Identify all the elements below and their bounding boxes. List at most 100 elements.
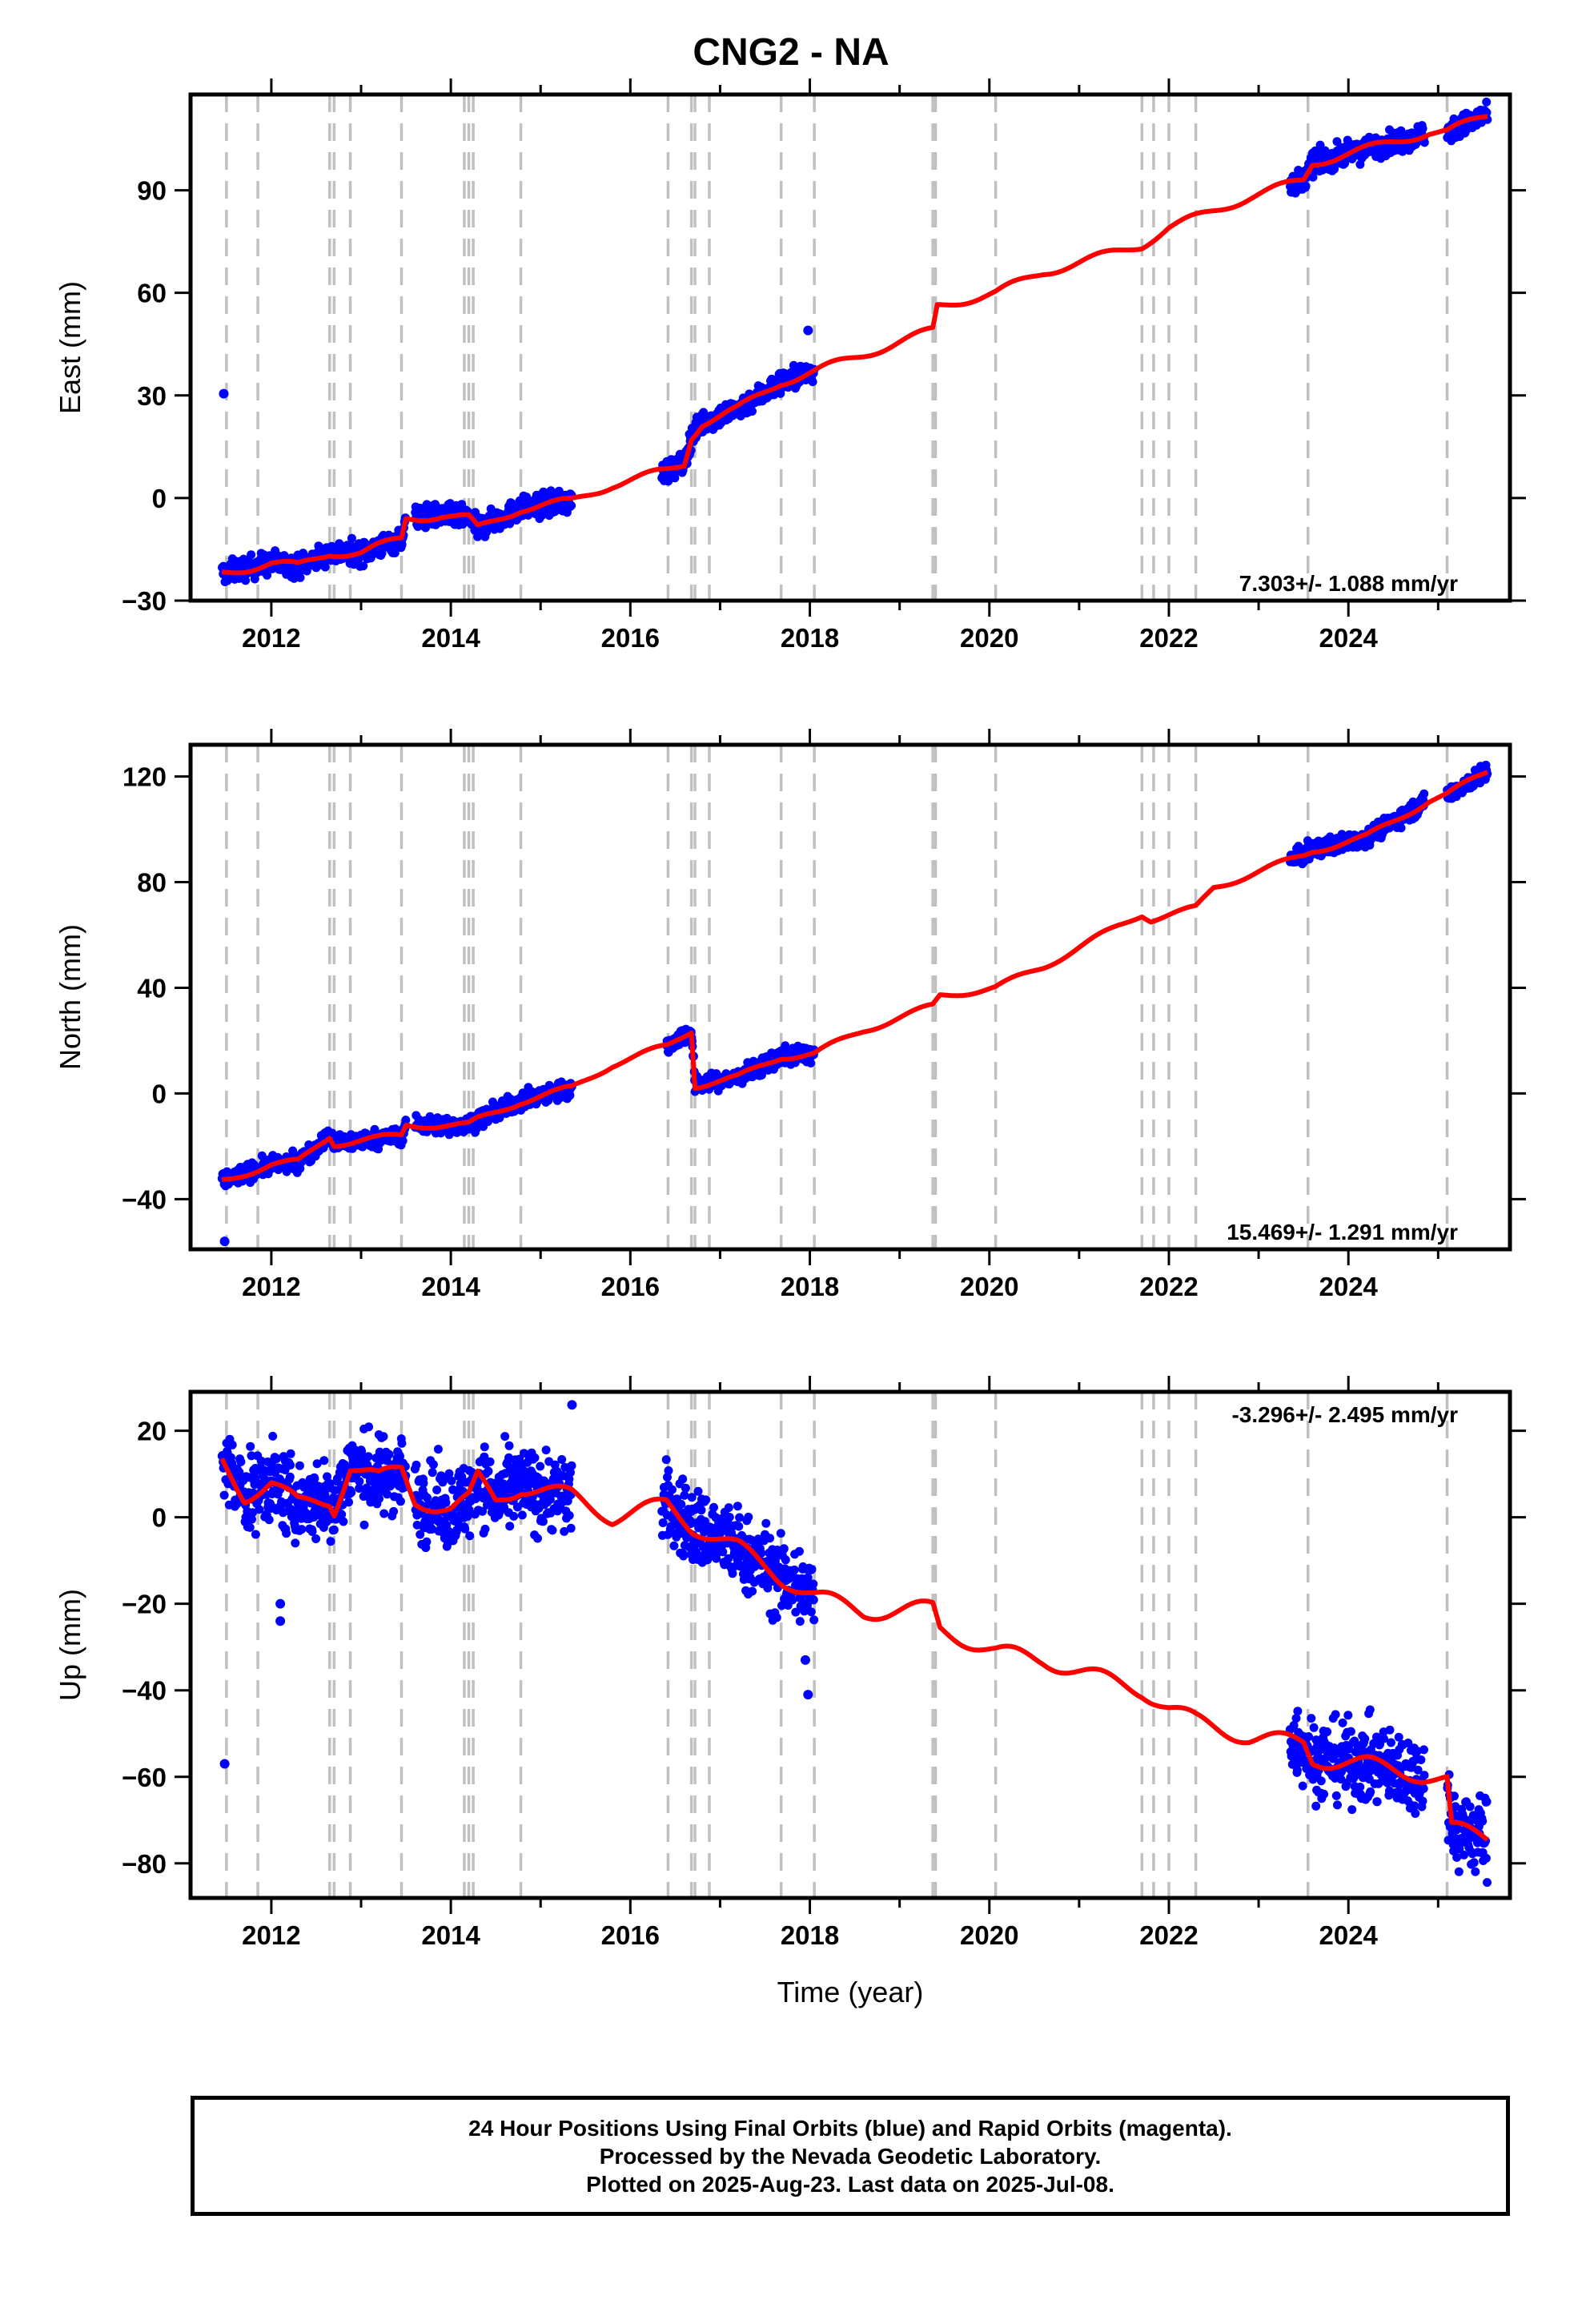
data-point bbox=[681, 1483, 690, 1493]
data-point bbox=[247, 550, 256, 560]
data-point bbox=[285, 1472, 295, 1482]
data-point bbox=[398, 1136, 408, 1145]
y-tick-label: −80 bbox=[122, 1849, 167, 1879]
data-point bbox=[794, 1546, 804, 1556]
data-point bbox=[1311, 1801, 1321, 1811]
data-point bbox=[364, 1422, 374, 1432]
model-line bbox=[219, 1458, 1489, 1842]
x-tick-label: 2018 bbox=[781, 1272, 839, 1301]
data-point bbox=[678, 1474, 688, 1484]
data-point bbox=[1418, 124, 1427, 134]
x-tick-label: 2016 bbox=[601, 1920, 660, 1950]
panel-up: 2012 2014 2016 2018 2020 2022 2024−80−60−40−20… bbox=[54, 1376, 1526, 2008]
data-point bbox=[1372, 1797, 1382, 1807]
data-point bbox=[709, 1502, 718, 1512]
x-tick-label: 2014 bbox=[421, 1272, 480, 1301]
data-point bbox=[1460, 1850, 1468, 1860]
data-point bbox=[504, 1441, 514, 1450]
x-tick-label: 2024 bbox=[1319, 1272, 1378, 1301]
x-tick-label: 2012 bbox=[242, 1920, 300, 1950]
y-tick-label: 20 bbox=[137, 1417, 167, 1446]
data-point bbox=[1331, 1710, 1340, 1719]
data-point bbox=[397, 540, 407, 549]
y-tick-label: 30 bbox=[137, 381, 167, 411]
data-point bbox=[541, 1445, 551, 1455]
data-point bbox=[1416, 1755, 1426, 1764]
model-line bbox=[220, 114, 1489, 576]
data-point bbox=[1471, 1867, 1480, 1876]
data-point bbox=[264, 1515, 274, 1525]
data-point bbox=[779, 1544, 789, 1554]
data-point bbox=[809, 1595, 818, 1605]
data-point bbox=[776, 1529, 785, 1538]
data-point-outlier bbox=[219, 388, 229, 399]
data-point bbox=[1482, 1797, 1492, 1807]
data-point bbox=[1316, 1776, 1326, 1786]
y-tick-label: 90 bbox=[137, 176, 167, 206]
x-tick-label: 2022 bbox=[1139, 623, 1198, 653]
data-point bbox=[1309, 1723, 1319, 1732]
data-point bbox=[329, 1525, 339, 1534]
y-tick-label: −30 bbox=[122, 586, 167, 616]
y-tick-label: 60 bbox=[137, 279, 167, 308]
data-point bbox=[1319, 1789, 1329, 1799]
plot-area bbox=[217, 1392, 1492, 1898]
data-point bbox=[1293, 1707, 1303, 1716]
data-point bbox=[668, 1485, 677, 1494]
data-point bbox=[1331, 1791, 1341, 1800]
data-point-outlier bbox=[800, 1655, 810, 1665]
data-point bbox=[548, 1526, 557, 1535]
data-point bbox=[538, 1517, 548, 1526]
data-point bbox=[564, 1510, 574, 1520]
data-point bbox=[530, 1453, 540, 1462]
data-point bbox=[319, 1456, 329, 1466]
y-tick-label: −40 bbox=[122, 1184, 167, 1214]
data-point bbox=[1419, 138, 1429, 147]
data-point bbox=[347, 533, 356, 543]
data-point bbox=[1301, 181, 1311, 191]
data-point bbox=[670, 473, 680, 483]
x-tick-label: 2020 bbox=[960, 1920, 1018, 1950]
x-tick-label: 2012 bbox=[242, 1272, 300, 1301]
data-point-outlier bbox=[803, 1690, 813, 1700]
data-point bbox=[701, 1495, 711, 1505]
data-point bbox=[1465, 1802, 1475, 1811]
page-title: CNG2 - NA bbox=[693, 31, 889, 74]
plot-frame bbox=[188, 92, 1512, 603]
data-point bbox=[669, 1541, 679, 1550]
data-point bbox=[661, 1455, 671, 1465]
data-point bbox=[236, 1457, 246, 1466]
data-point-outlier bbox=[219, 1236, 230, 1247]
plot-frame bbox=[188, 742, 1512, 1252]
x-tick-label: 2014 bbox=[421, 1920, 480, 1950]
data-point bbox=[809, 1615, 819, 1625]
data-point bbox=[433, 1445, 443, 1454]
data-point bbox=[397, 1438, 407, 1448]
data-point bbox=[268, 1431, 278, 1441]
data-point bbox=[219, 1490, 229, 1500]
data-point bbox=[432, 1486, 442, 1494]
data-point bbox=[517, 1510, 527, 1520]
plot-area bbox=[218, 94, 1492, 601]
data-point bbox=[379, 1509, 389, 1518]
y-axis-label: North (mm) bbox=[54, 924, 86, 1070]
data-point-outlier bbox=[275, 1616, 286, 1626]
data-point bbox=[679, 1551, 689, 1561]
data-point-outlier bbox=[275, 1598, 286, 1609]
panel-north: 2012 2014 2016 2018 2020 2022 2024−4004080120N… bbox=[54, 729, 1526, 1301]
data-point bbox=[245, 1522, 255, 1532]
data-point bbox=[1387, 1738, 1395, 1747]
velocity-rate-label: 15.469+/- 1.291 mm/yr bbox=[1227, 1220, 1458, 1244]
data-point bbox=[1411, 1809, 1420, 1818]
data-point bbox=[419, 1478, 428, 1488]
data-point bbox=[370, 1124, 379, 1134]
data-point bbox=[1454, 1867, 1464, 1876]
data-point bbox=[554, 486, 564, 496]
x-tick-label: 2018 bbox=[781, 1920, 839, 1950]
data-point bbox=[536, 1462, 545, 1471]
y-tick-label: 0 bbox=[152, 484, 167, 513]
data-point bbox=[396, 1497, 405, 1506]
data-point bbox=[282, 1529, 291, 1538]
data-point bbox=[401, 1116, 411, 1125]
